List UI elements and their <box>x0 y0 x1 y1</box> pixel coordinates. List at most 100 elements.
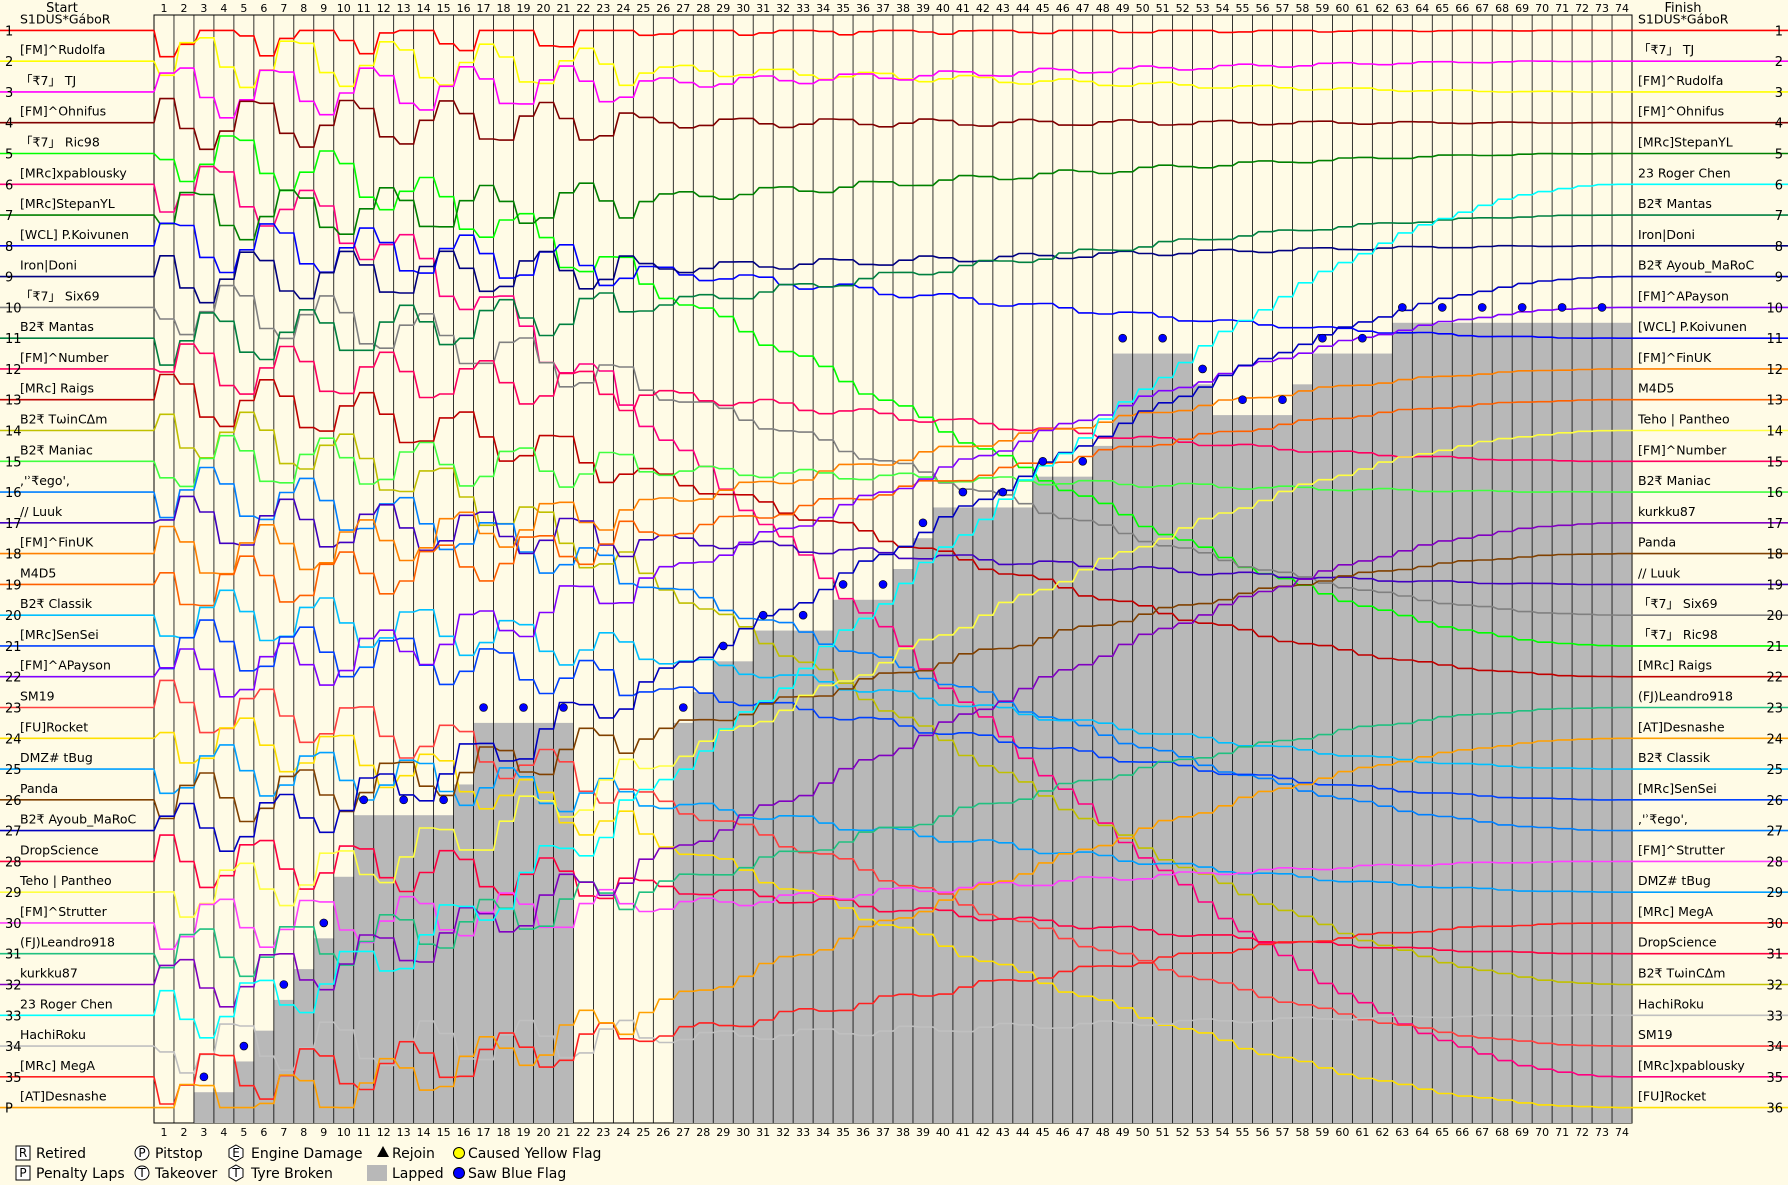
lap-label-bottom-27: 27 <box>676 1126 690 1139</box>
blue-flag-marker-lap-51 <box>1158 333 1167 343</box>
right-position-32: 32 <box>1766 979 1783 994</box>
right-position-8: 8 <box>1775 240 1783 255</box>
left-position-34: 34 <box>5 1040 22 1055</box>
lap-label-top-58: 58 <box>1295 2 1309 15</box>
lap-label-bottom-17: 17 <box>477 1126 491 1139</box>
lap-label-bottom-24: 24 <box>616 1126 630 1139</box>
lap-label-top-24: 24 <box>616 2 630 15</box>
lap-label-top-3: 3 <box>200 2 207 15</box>
lapped-bar-14 <box>413 815 434 1123</box>
legend-engine-hex <box>228 1144 244 1162</box>
driver-line-27 <box>153 275 1632 852</box>
right-position-16: 16 <box>1766 486 1783 501</box>
lap-label-bottom-3: 3 <box>200 1126 207 1139</box>
driver-line-10 <box>153 284 1632 616</box>
left-position-32: 32 <box>5 979 22 994</box>
right-position-31: 31 <box>1766 948 1783 963</box>
finish-driver-17: kurkku87 <box>1638 504 1696 519</box>
lap-label-bottom-45: 45 <box>1036 1126 1050 1139</box>
left-position-5: 5 <box>5 148 13 163</box>
lap-label-bottom-13: 13 <box>397 1126 411 1139</box>
lap-label-top-27: 27 <box>676 2 690 15</box>
start-driver-18: [FM]^FinUK <box>20 535 94 550</box>
lap-label-bottom-26: 26 <box>656 1126 670 1139</box>
lap-label-top-59: 59 <box>1315 2 1329 15</box>
lapped-bar-66 <box>1452 322 1473 1123</box>
driver-line-26 <box>153 552 1632 823</box>
lapped-bar-70 <box>1532 322 1553 1123</box>
driver-line-13 <box>153 373 1632 678</box>
right-position-4: 4 <box>1775 117 1783 132</box>
driver-line-21 <box>153 619 1632 801</box>
lap-label-top-46: 46 <box>1056 2 1070 15</box>
start-driver-3: 「₹7」 TJ <box>20 73 76 88</box>
lap-label-bottom-70: 70 <box>1535 1126 1549 1139</box>
left-position-14: 14 <box>5 425 22 440</box>
lapped-bar-55 <box>1232 415 1253 1124</box>
right-position-24: 24 <box>1766 732 1783 747</box>
driver-line-28 <box>153 834 1632 955</box>
lapped-bar-54 <box>1212 415 1233 1124</box>
driver-line-19 <box>153 398 1632 607</box>
legend-tyre-hex <box>228 1164 244 1182</box>
lap-label-top-49: 49 <box>1116 2 1130 15</box>
start-driver-32: kurkku87 <box>20 966 78 981</box>
left-position-24: 24 <box>5 732 22 747</box>
right-position-33: 33 <box>1766 1009 1783 1024</box>
lap-label-top-66: 66 <box>1455 2 1469 15</box>
driver-line-32 <box>153 522 1632 1008</box>
finish-driver-8: Iron|Doni <box>1638 227 1695 242</box>
lap-label-bottom-61: 61 <box>1355 1126 1369 1139</box>
lap-label-bottom-34: 34 <box>816 1126 830 1139</box>
left-position-1: 1 <box>5 24 13 39</box>
start-driver-31: (FJ)Leandro918 <box>20 935 115 950</box>
finish-driver-31: DropScience <box>1638 935 1717 950</box>
lap-label-top-23: 23 <box>596 2 610 15</box>
driver-line-7 <box>153 152 1632 241</box>
lap-label-bottom-63: 63 <box>1395 1126 1409 1139</box>
start-driver-12: [FM]^Number <box>20 350 109 365</box>
finish-driver-1: S1DUS*GáboR <box>1638 11 1729 26</box>
blue-flag-marker-lap-37 <box>878 580 888 589</box>
lap-label-top-71: 71 <box>1555 2 1569 15</box>
finish-driver-5: [MRc]StepanYL <box>1638 135 1733 150</box>
legend-lapped-swatch <box>367 1165 387 1181</box>
lap-label-bottom-56: 56 <box>1256 1126 1270 1139</box>
start-header: Start <box>46 1 78 16</box>
right-position-9: 9 <box>1775 271 1783 286</box>
lap-label-top-30: 30 <box>736 2 750 15</box>
finish-driver-9: B2₹ Ayoub_MaRoC <box>1638 258 1755 273</box>
right-position-19: 19 <box>1766 578 1783 593</box>
grid-lines <box>153 15 1633 1123</box>
blue-flag-marker-lap-35 <box>838 580 848 589</box>
left-position-3: 3 <box>5 86 13 101</box>
finish-driver-22: [MRc] Raigs <box>1638 658 1712 673</box>
lapped-bar-72 <box>1572 322 1593 1123</box>
lap-label-top-72: 72 <box>1575 2 1589 15</box>
lap-label-bottom-31: 31 <box>756 1126 770 1139</box>
legend-penalty-symbol: P <box>19 1166 26 1180</box>
left-position-4: 4 <box>5 117 13 132</box>
lap-label-bottom-30: 30 <box>736 1126 750 1139</box>
blue-flag-marker-lap-57 <box>1278 395 1287 405</box>
legend-retired-box <box>15 1145 31 1161</box>
start-driver-6: [MRc]xpablousky <box>20 165 127 180</box>
left-position-30: 30 <box>5 917 22 932</box>
driver-line-11 <box>153 214 1632 366</box>
lap-label-bottom-2: 2 <box>180 1126 187 1139</box>
lapped-bar-64 <box>1412 322 1433 1123</box>
lap-label-bottom-23: 23 <box>596 1126 610 1139</box>
lap-label-top-62: 62 <box>1375 2 1389 15</box>
left-position-13: 13 <box>5 394 22 409</box>
lap-label-bottom-35: 35 <box>836 1126 850 1139</box>
finish-driver-19: // Luuk <box>1638 565 1681 580</box>
lapped-bar-73 <box>1592 322 1613 1123</box>
legend-tyre-label: Tyre Broken <box>250 1166 333 1182</box>
driver-line-30 <box>153 860 1632 950</box>
left-position-16: 16 <box>5 486 22 501</box>
legend-penalty-box <box>15 1165 31 1181</box>
lap-label-bottom-40: 40 <box>936 1126 950 1139</box>
lap-label-bottom-53: 53 <box>1196 1126 1210 1139</box>
finish-driver-24: [AT]Desnashe <box>1638 719 1725 734</box>
